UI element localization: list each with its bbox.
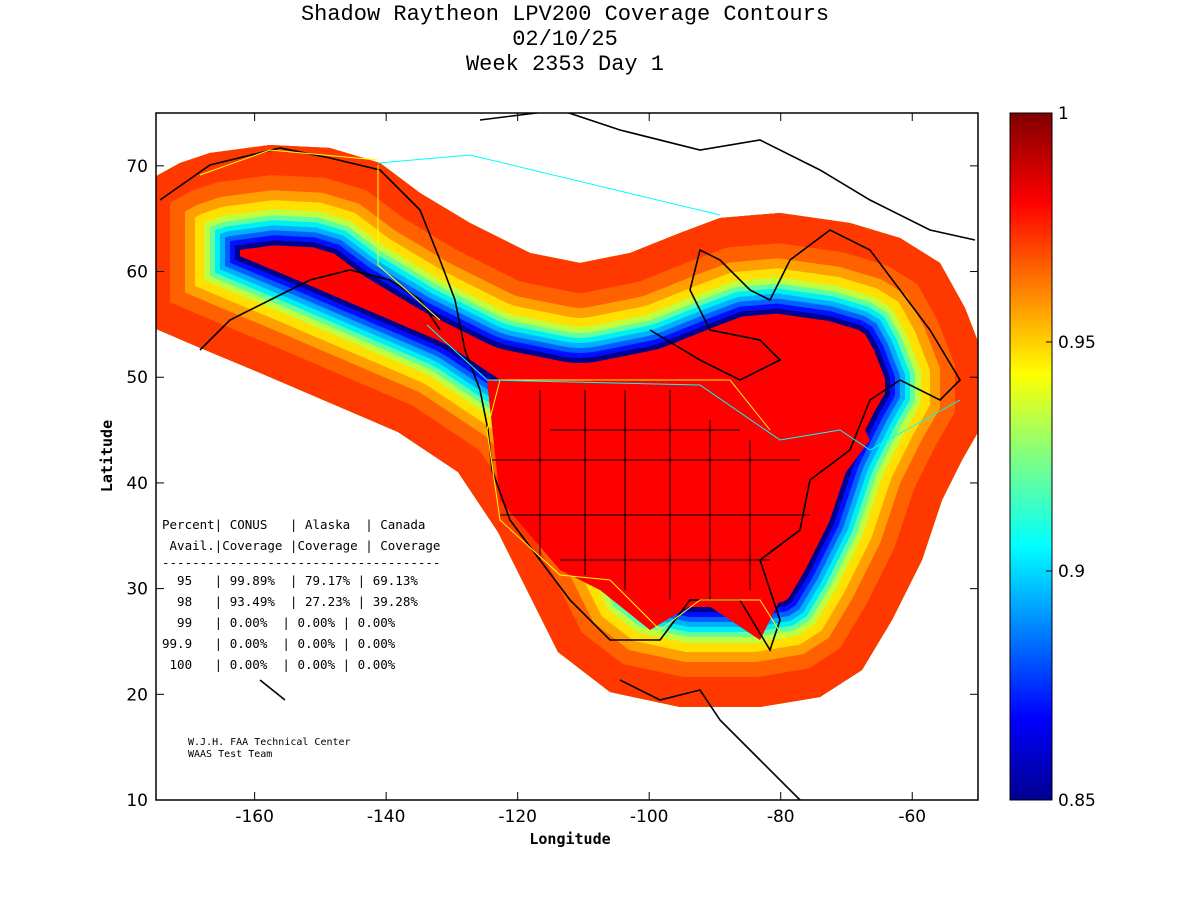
colorbar	[1009, 112, 1053, 801]
conus-core	[487, 380, 870, 640]
state-borders	[490, 390, 810, 600]
alaska-border	[199, 149, 441, 321]
table-row: 99 | 0.00% | 0.00% | 0.00%	[162, 615, 396, 630]
us-border	[486, 379, 786, 641]
x-tick-label: -120	[498, 807, 537, 827]
title-line-2: 02/10/25	[512, 27, 618, 52]
coverage-table: Percent| CONUS | Alaska | Canada Avail.|…	[162, 514, 440, 675]
colorbar-tick-label: 1	[1058, 104, 1069, 124]
y-axis: 10 20 30 40 50 60 70	[126, 157, 978, 811]
y-tick-label: 50	[126, 368, 148, 388]
coastlines	[159, 113, 976, 800]
credit-line-1: W.J.H. FAA Technical Center	[188, 737, 351, 748]
x-axis: -160 -140 -120 -100 -80 -60	[235, 113, 926, 827]
table-separator: -------------------------------------	[162, 555, 441, 570]
canada-border	[377, 154, 961, 451]
table-row: 100 | 0.00% | 0.00% | 0.00%	[162, 657, 396, 672]
table-row: 99.9 | 0.00% | 0.00% | 0.00%	[162, 636, 396, 651]
title-line-1: Shadow Raytheon LPV200 Coverage Contours	[300, 2, 830, 27]
colorbar-tick-label: 0.95	[1058, 333, 1096, 353]
table-row: 95 | 99.89% | 79.17% | 69.13%	[162, 573, 418, 588]
y-tick-label: 30	[126, 580, 148, 600]
y-tick-label: 70	[126, 157, 148, 177]
colorbar-tick-label: 0.85	[1058, 791, 1096, 811]
table-row: 98 | 93.49% | 27.23% | 39.28%	[162, 594, 418, 609]
y-tick-label: 60	[126, 263, 148, 283]
colorbar-ticks: 1 0.95 0.9 0.85	[1046, 104, 1096, 811]
plot-frame	[155, 112, 979, 801]
x-axis-label: Longitude	[529, 830, 610, 848]
credit: W.J.H. FAA Technical Center WAAS Test Tea…	[188, 737, 351, 761]
x-tick-label: -160	[235, 807, 274, 827]
table-header-2: Avail.|Coverage |Coverage | Coverage	[162, 538, 441, 553]
y-tick-label: 40	[126, 474, 148, 494]
x-tick-label: -140	[367, 807, 406, 827]
table-header-1: Percent| CONUS | Alaska | Canada	[162, 517, 426, 532]
title-line-3: Week 2353 Day 1	[465, 52, 665, 77]
coverage-band	[156, 145, 978, 707]
colorbar-tick-label: 0.9	[1058, 562, 1085, 582]
credit-line-2: WAAS Test Team	[188, 749, 273, 760]
x-tick-label: -100	[630, 807, 669, 827]
x-tick-label: -60	[898, 807, 926, 827]
y-tick-label: 20	[126, 685, 148, 705]
y-tick-label: 10	[126, 791, 148, 811]
y-axis-label: Latitude	[98, 420, 116, 492]
x-tick-label: -80	[767, 807, 795, 827]
